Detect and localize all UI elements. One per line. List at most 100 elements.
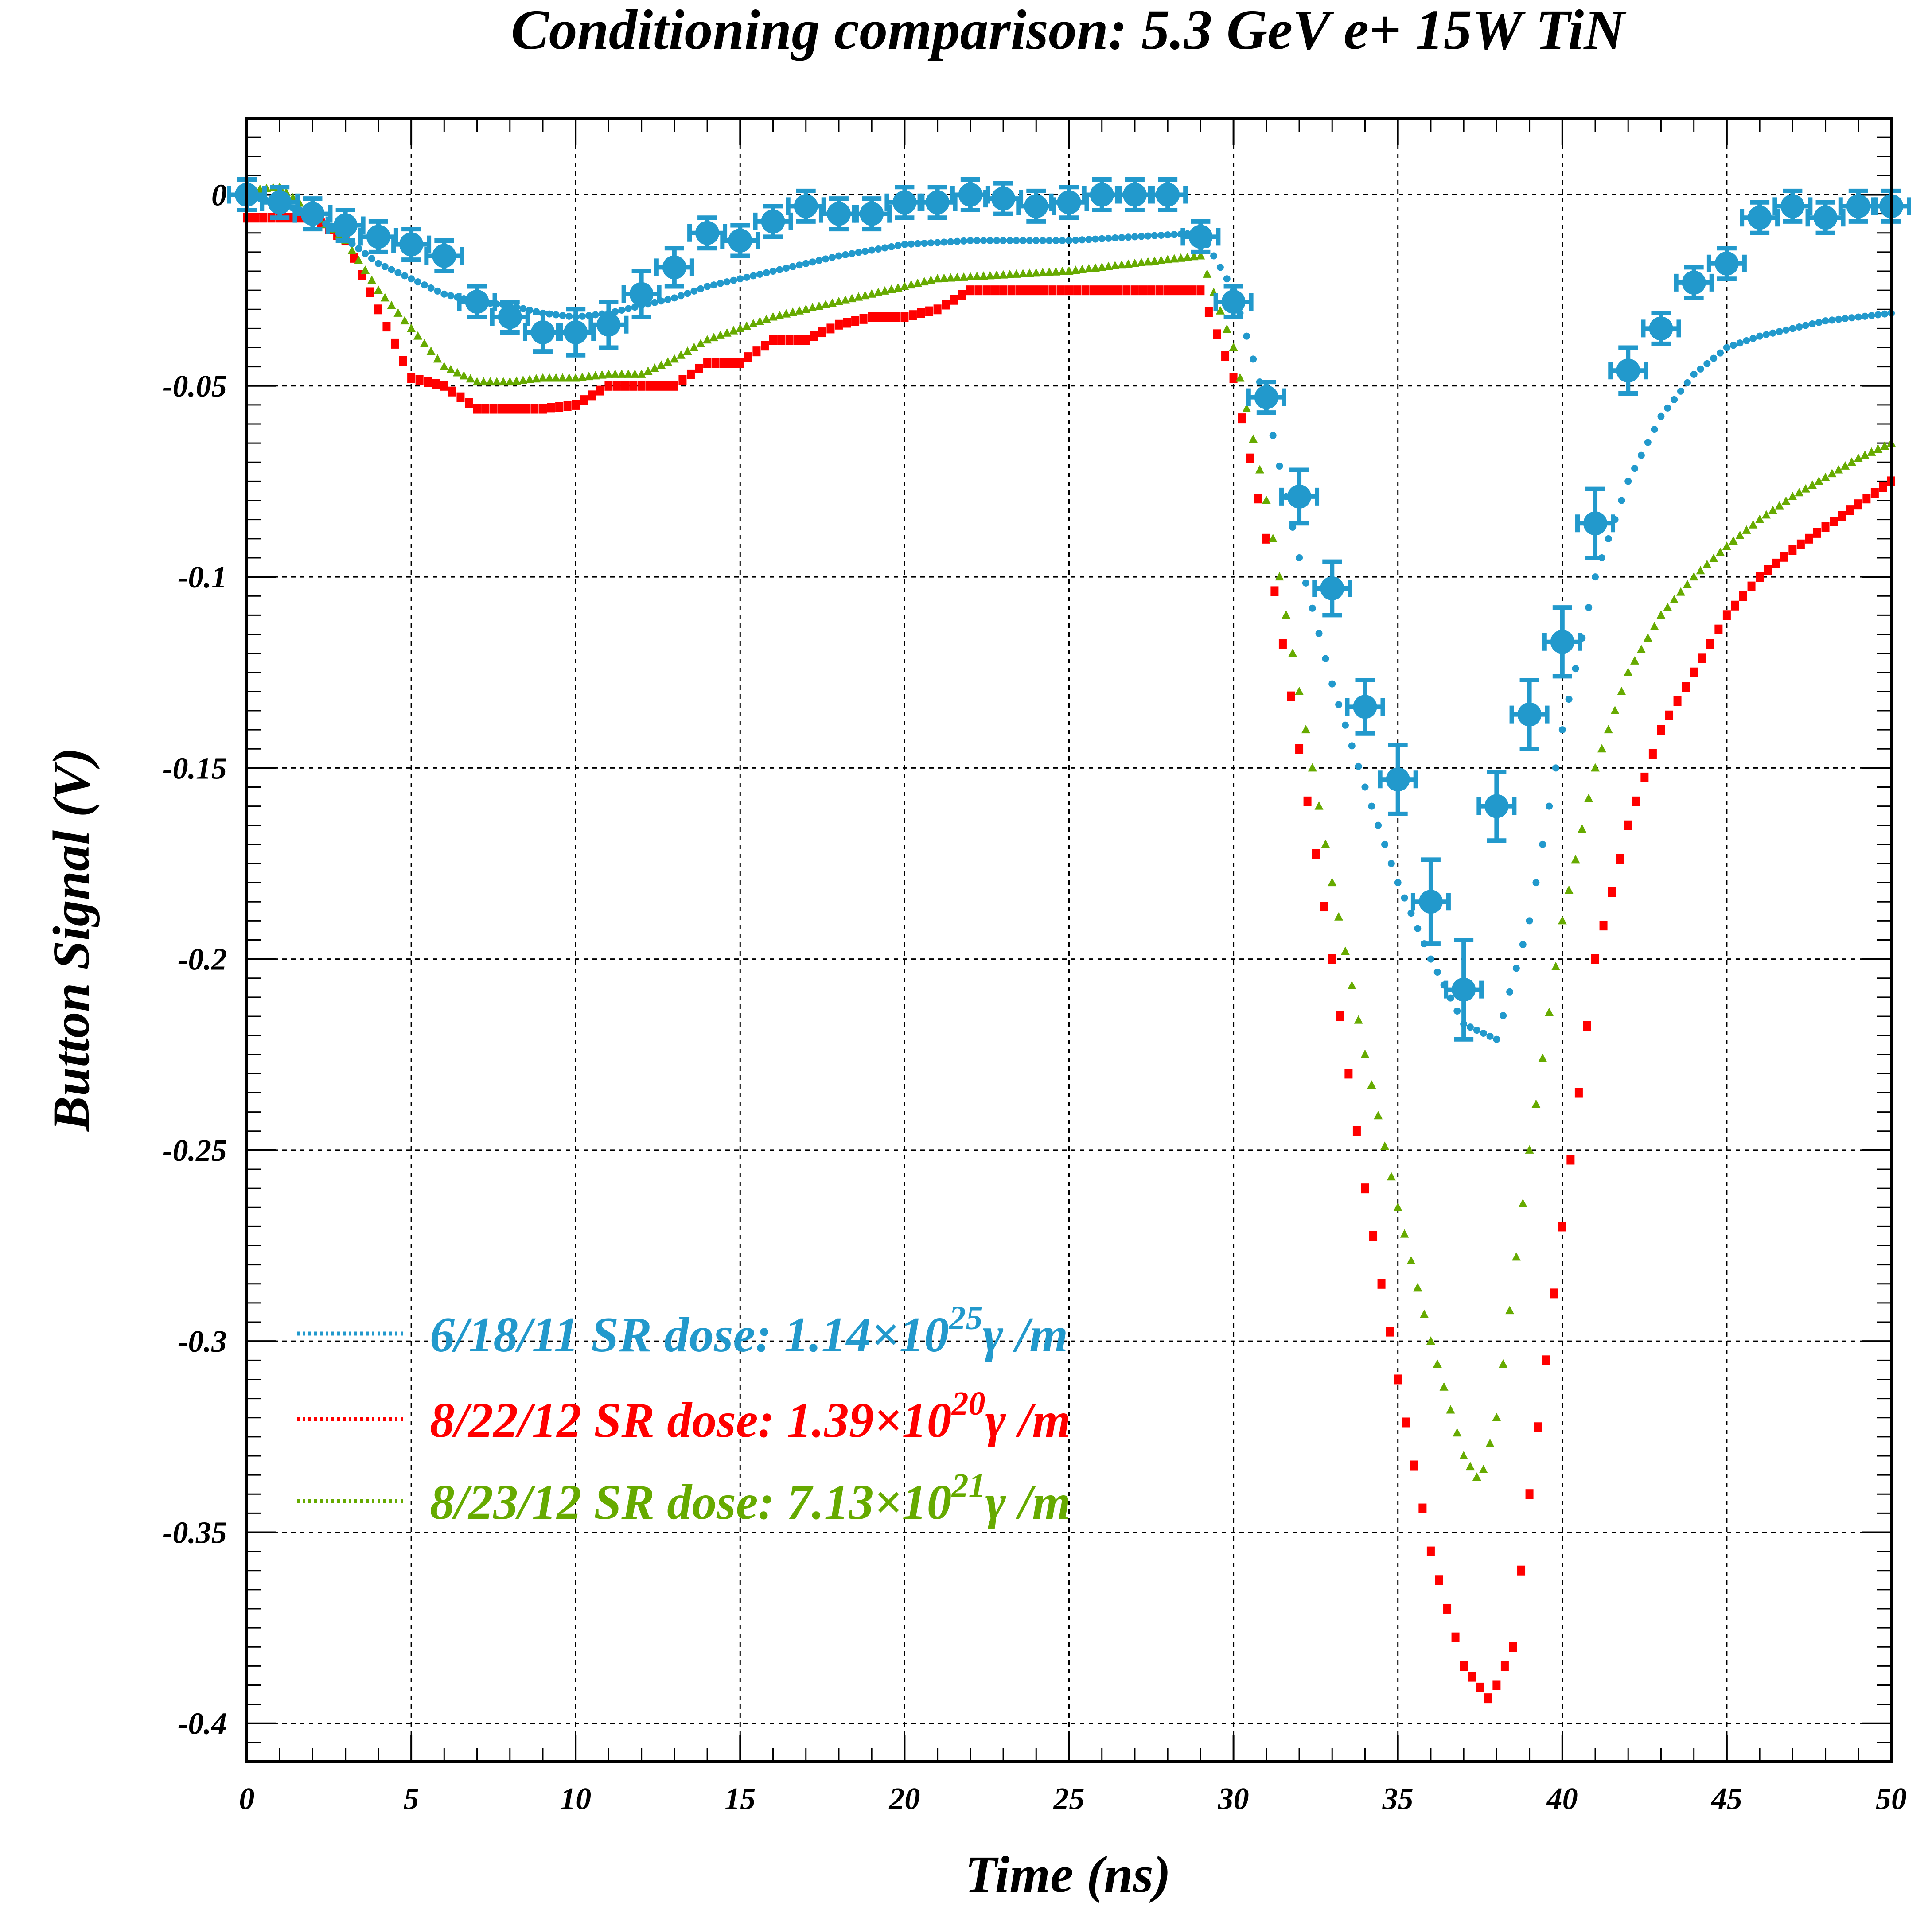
green-series-marker	[604, 369, 613, 378]
red-series-mark	[399, 356, 407, 366]
blue-series-dot	[1605, 535, 1612, 542]
red-series-mark	[1065, 285, 1073, 296]
blue-series-dot	[1210, 252, 1218, 260]
blue-series-dot	[1407, 910, 1415, 917]
green-series-marker	[1531, 1099, 1541, 1108]
green-series-marker	[1097, 262, 1106, 271]
data-point	[950, 177, 990, 213]
data-point-marker	[366, 225, 390, 249]
red-series-mark	[448, 386, 456, 397]
green-series-marker	[1222, 324, 1231, 333]
green-series-marker	[1288, 648, 1297, 657]
green-series-marker	[1545, 1008, 1554, 1016]
blue-series-dot	[888, 243, 895, 250]
blue-series-dot	[1144, 232, 1152, 240]
green-series-marker	[1656, 610, 1666, 619]
green-series-marker	[1821, 472, 1830, 481]
green-series-marker	[1044, 267, 1054, 276]
green-series-marker	[565, 373, 574, 382]
red-series-mark	[933, 304, 942, 315]
blue-series-dot	[1269, 432, 1277, 439]
red-series-mark	[703, 358, 712, 368]
red-series-mark	[259, 213, 268, 223]
data-point-marker	[794, 194, 818, 218]
green-series-marker	[1735, 530, 1745, 539]
blue-series-dot	[1368, 802, 1375, 810]
red-series-mark	[999, 285, 1008, 296]
green-series-marker	[1775, 501, 1784, 510]
green-series-marker	[959, 272, 968, 281]
blue-series-dot	[1828, 316, 1836, 324]
green-series-marker	[1117, 260, 1126, 269]
red-series-mark	[1098, 285, 1106, 296]
green-series-marker	[1551, 961, 1560, 970]
green-series-marker	[1479, 1465, 1488, 1474]
data-point-marker	[728, 229, 752, 253]
blue-series-dot	[1808, 320, 1816, 328]
green-series-marker	[1374, 1111, 1383, 1120]
red-series-mark	[1386, 1327, 1394, 1337]
data-point	[1575, 486, 1616, 560]
green-series-marker	[420, 338, 429, 347]
red-series-mark	[1352, 1126, 1361, 1136]
blue-series-dot	[579, 312, 586, 320]
green-series-marker	[1328, 878, 1337, 887]
blue-series-dot	[1868, 312, 1875, 319]
red-series-mark	[1591, 954, 1600, 964]
data-point	[917, 185, 958, 220]
red-series-mark	[596, 385, 604, 396]
data-point-marker	[268, 190, 292, 214]
blue-series-dot	[1098, 235, 1106, 242]
blue-series-dot	[749, 272, 757, 280]
green-series-marker	[972, 272, 982, 280]
data-point	[1082, 177, 1122, 213]
green-series-marker	[1124, 259, 1133, 268]
green-series-marker	[887, 284, 896, 293]
blue-series-dot	[1243, 332, 1250, 340]
red-series-mark	[1509, 1642, 1517, 1652]
blue-series-dot	[756, 270, 763, 278]
blue-series-dot	[1637, 451, 1645, 459]
red-series-mark	[604, 381, 613, 391]
blue-series-dot	[1802, 322, 1810, 329]
blue-series-dot	[1328, 680, 1336, 688]
red-series-mark	[1550, 1288, 1558, 1299]
blue-series-dot	[1585, 604, 1593, 611]
green-series-marker	[1295, 686, 1304, 695]
data-point	[1148, 177, 1188, 213]
x-tick-label: 50	[1876, 1782, 1907, 1816]
red-series-mark	[522, 404, 530, 414]
data-point-marker	[1156, 183, 1180, 207]
blue-series-dot	[1309, 604, 1316, 612]
red-series-mark	[1616, 854, 1624, 864]
blue-series-dot	[954, 237, 961, 245]
data-point-marker	[498, 305, 522, 329]
red-series-mark	[506, 404, 514, 414]
red-series-mark	[728, 358, 736, 368]
green-series-marker	[1636, 644, 1646, 653]
green-series-marker	[1229, 342, 1238, 351]
green-series-marker	[1340, 946, 1350, 955]
blue-series-dot	[1105, 234, 1112, 242]
green-series-marker	[1038, 268, 1048, 276]
blue-series-dot	[1618, 497, 1625, 504]
red-series-mark	[1870, 488, 1879, 498]
red-series-mark	[440, 381, 448, 391]
red-series-mark	[456, 392, 465, 402]
red-series-mark	[966, 285, 974, 296]
blue-series-dot	[1723, 344, 1730, 351]
blue-series-dot	[1473, 1027, 1480, 1034]
data-point-marker	[596, 312, 621, 337]
red-series-mark	[1238, 413, 1246, 424]
y-tick-label: -0.2	[178, 943, 227, 977]
red-series-mark	[925, 306, 934, 316]
data-point-marker	[1616, 358, 1640, 383]
red-series-mark	[538, 404, 547, 414]
axis-ticks	[246, 117, 1892, 1762]
green-series-marker	[828, 298, 837, 307]
red-series-mark	[637, 381, 646, 391]
red-series-mark	[1303, 796, 1312, 806]
blue-series-dot	[1302, 579, 1309, 587]
red-series-mark	[1558, 1222, 1566, 1232]
green-series-marker	[847, 294, 857, 303]
